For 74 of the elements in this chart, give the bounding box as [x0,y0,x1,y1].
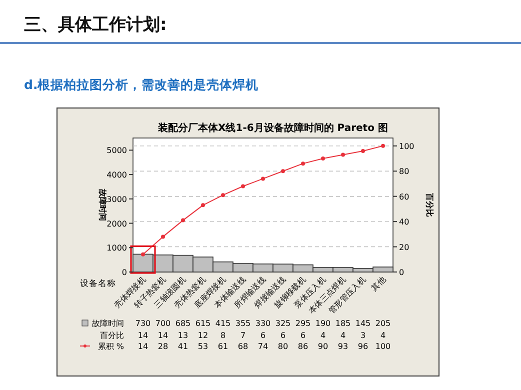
y-tick-label: 5000 [106,146,127,156]
x-tick-label: 其他 [370,275,388,293]
text: 7 [240,331,246,340]
text: 4 [340,331,346,340]
point [341,152,345,157]
text: 14 [158,331,168,340]
data-label: 355 [235,319,251,328]
data-label: 325 [275,319,291,328]
data-label: 295 [295,319,311,328]
point [201,203,205,208]
data-label: 61 [218,342,228,351]
point [161,234,165,239]
data-label: 330 [255,319,271,328]
y2-tick-label: 40 [399,218,410,227]
text: 8 [220,331,226,340]
y-tick-label: 2000 [106,219,127,228]
data-label: 80 [278,342,288,351]
text: 4 [320,331,326,340]
text: d.根据柏拉图分析，需改善的是壳体焊机 [24,77,259,92]
data-label: 145 [355,319,371,328]
data-label: 90 [318,342,328,351]
text: 百分比 [100,331,124,340]
data-label: 700 [155,319,171,328]
point [301,162,305,166]
point [381,144,385,148]
data-label: 615 [195,319,211,328]
data-label: 28 [158,342,168,351]
point [221,193,225,198]
text: 6 [260,331,266,340]
data-label: 96 [358,342,368,351]
point [361,148,365,153]
y2-tick-label: 60 [399,192,410,202]
y2-tick-label: 0 [399,268,404,277]
y-tick-label: 3000 [106,194,127,204]
point [321,156,325,161]
data-label: 730 [135,319,151,328]
data-label: 41 [178,342,188,351]
y2-tick-label: 80 [399,167,410,176]
legend-label: 累积 % [98,342,124,351]
data-label: 14 [138,342,148,351]
legend-label: 故障时间 [92,319,124,328]
data-label: 185 [335,319,351,328]
y-tick-label: 0 [122,268,127,277]
text: 4 [380,331,386,340]
point [141,252,145,256]
text: 12 [198,331,208,340]
point [181,218,185,222]
text: 6 [280,331,286,340]
data-label: 53 [198,342,208,351]
y2-tick-label: 20 [399,242,410,252]
data-label: 205 [375,319,391,328]
data-label: 685 [175,319,191,328]
text: 6 [300,331,306,340]
data-label: 415 [215,319,231,328]
y2-tick-label: 100 [399,142,414,151]
x-axis-title: 设备名称 [80,278,116,289]
data-label: 190 [315,319,331,328]
text: 14 [138,331,148,340]
text: 三、具体工作计划: [24,15,167,35]
data-label: 86 [298,342,308,351]
point [241,184,245,188]
y2-axis-title: 百分比 [425,192,434,217]
point [261,176,265,181]
text: 13 [178,331,188,340]
y-tick-label: 1000 [106,244,127,253]
data-label: 68 [238,342,248,351]
y-axis-title: 故障时间 [98,188,107,221]
data-label: 93 [338,342,348,351]
chart-title: 装配分厂本体X线1-6月设备故障时间的 Pareto 图 [157,122,388,134]
y-tick-label: 4000 [106,170,127,180]
data-label: 100 [375,342,391,351]
point [281,169,285,174]
data-label: 74 [258,342,268,351]
text: 3 [360,331,366,340]
